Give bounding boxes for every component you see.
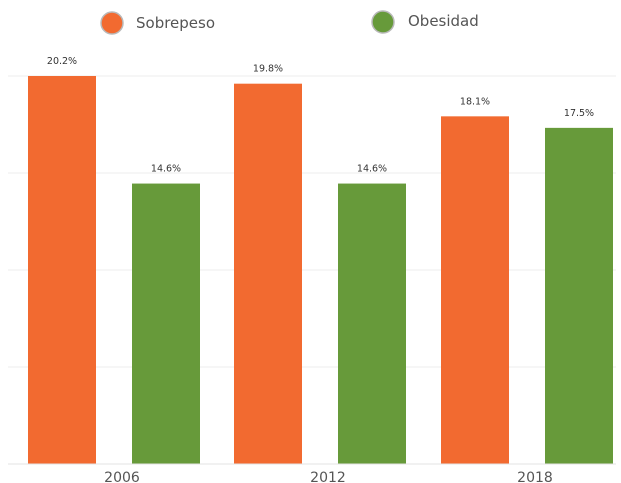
legend-item-obesidad: Obesidad: [371, 10, 479, 34]
bar-sobrepeso-2018: [441, 116, 509, 464]
legend-label-sobrepeso: Sobrepeso: [136, 14, 215, 32]
bar-value-label: 19.8%: [253, 64, 283, 75]
bar-obesidad-2018: [545, 127, 613, 464]
x-tick-label: 2006: [104, 470, 140, 483]
legend-marker-obesidad: [371, 10, 395, 34]
bar-sobrepeso-2012: [234, 83, 302, 464]
bar-value-label: 20.2%: [47, 56, 77, 67]
bar-obesidad-2012: [338, 183, 406, 464]
legend: Sobrepeso Obesidad: [100, 10, 479, 35]
bar-value-label: 14.6%: [151, 164, 181, 175]
bar-value-label: 18.1%: [460, 96, 490, 107]
legend-item-sobrepeso: Sobrepeso: [100, 11, 215, 35]
bars: [28, 76, 613, 464]
gridlines: [8, 75, 616, 368]
x-tick-label: 2012: [310, 470, 346, 483]
bar-sobrepeso-2006: [28, 76, 96, 464]
x-axis-tick-labels: 2006 2012 2018: [104, 470, 553, 483]
bar-value-label: 14.6%: [357, 164, 387, 175]
bar-value-labels: 20.2% 14.6% 19.8% 14.6% 18.1% 17.5%: [47, 56, 594, 175]
legend-label-obesidad: Obesidad: [408, 12, 479, 30]
legend-marker-sobrepeso: [100, 11, 124, 35]
bar-value-label: 17.5%: [564, 108, 594, 119]
x-tick-label: 2018: [517, 470, 553, 483]
bar-obesidad-2006: [132, 183, 200, 464]
